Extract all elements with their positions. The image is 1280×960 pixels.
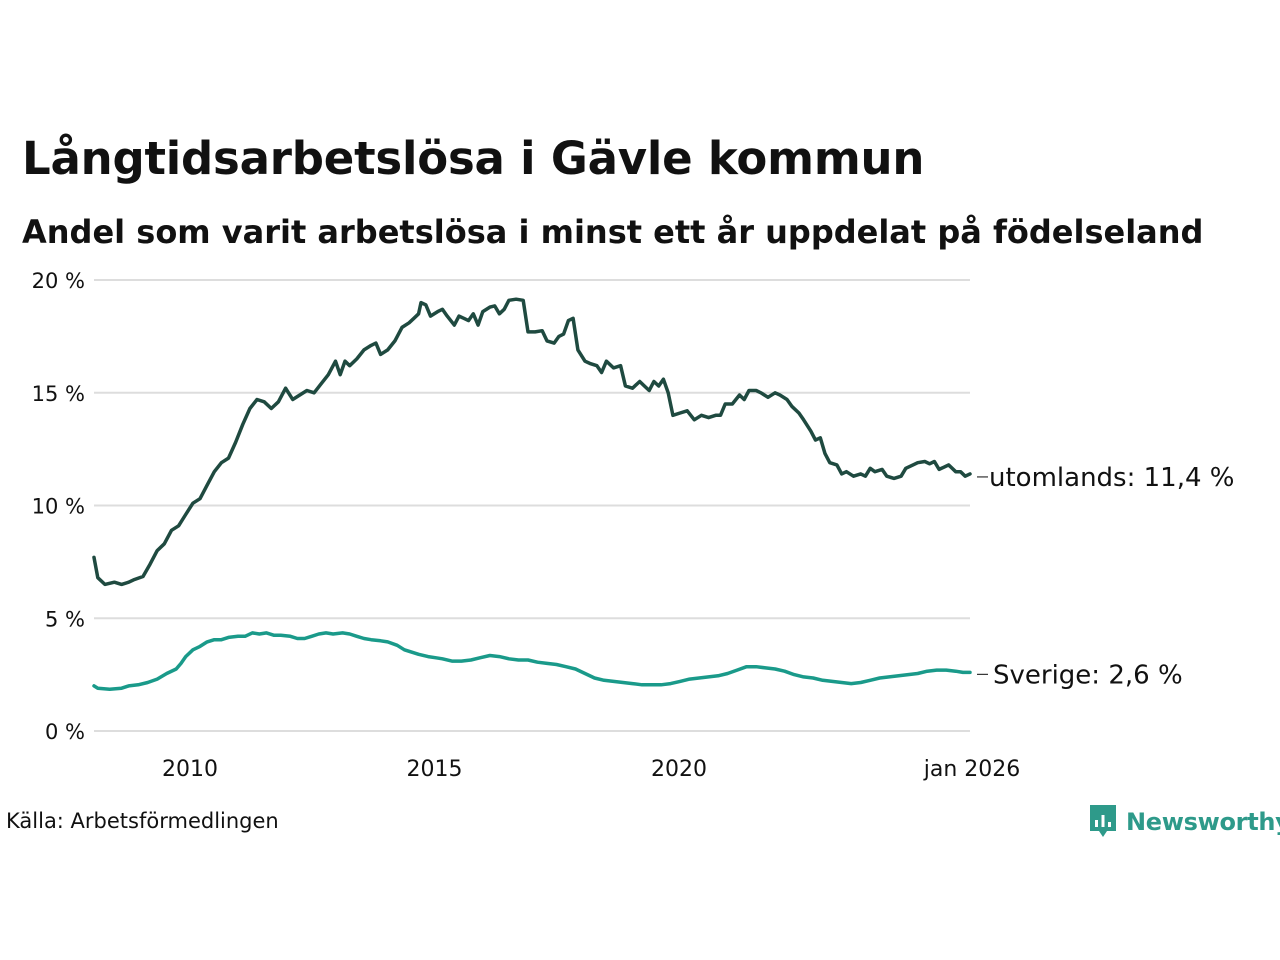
x-tick-label: jan 2026 [923, 757, 1021, 782]
series-line-sverige [92, 631, 972, 692]
x-tick-label: 2010 [162, 757, 218, 782]
y-tick-label: 5 % [45, 607, 85, 631]
brand-logo: Newsworthy [1088, 803, 1280, 841]
chart-subtitle: Andel som varit arbetslösa i minst ett å… [22, 213, 1204, 251]
source-note: Källa: Arbetsförmedlingen [6, 809, 279, 833]
brand-name: Newsworthy [1126, 808, 1280, 836]
y-tick-label: 10 % [32, 495, 85, 519]
end-label-sverige: Sverige: 2,6 % [993, 660, 1183, 690]
y-tick-label: 20 % [32, 269, 85, 293]
y-tick-label: 0 % [45, 720, 85, 744]
end-label-utomlands: utomlands: 11,4 % [989, 463, 1234, 493]
x-tick-label: 2020 [651, 757, 707, 782]
newsworthy-logo-icon [1090, 805, 1116, 837]
y-tick-label: 15 % [32, 382, 85, 406]
x-tick-label: 2015 [407, 757, 463, 782]
series-line-utomlands [92, 297, 972, 587]
chart-title: Långtidsarbetslösa i Gävle kommun [22, 132, 925, 185]
